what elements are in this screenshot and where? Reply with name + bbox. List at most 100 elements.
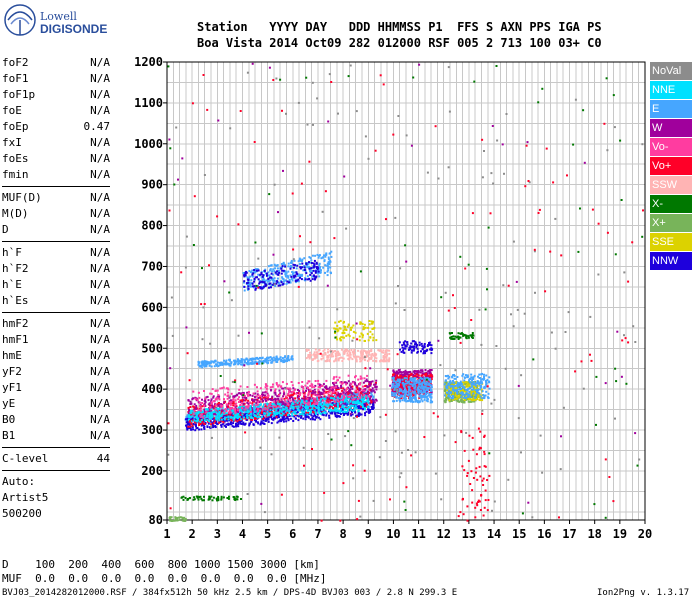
echo-point-w [338,393,341,396]
echo-point-e [271,357,273,360]
separator [2,470,110,471]
echo-point-nnw [302,417,305,420]
echo-point-nne [297,405,300,408]
echo-point-nne [325,404,328,407]
echo-point-w [374,386,377,388]
echo-point-nnw [190,418,193,421]
echo-point-e [205,365,208,368]
echo-point-e [275,355,278,358]
echo-point-nne [353,400,356,403]
echo-point-vo [234,411,237,414]
echo-point-vo [287,398,290,401]
echo-point-nne [223,418,226,421]
echo-point-vo [262,407,265,410]
echo-point-nnw [314,278,317,280]
echo-point-nnw [309,418,312,421]
echo-point-w [309,396,311,399]
echo-point-w [351,392,354,395]
echo-point-vo [264,403,267,406]
echo-point-sse [339,319,342,322]
echo-point-nne [210,415,213,418]
echo-point-nne [358,402,361,404]
echo-point-nnw [336,414,339,417]
echo-point-ssw [337,357,340,360]
echo-point-nnw [289,417,292,420]
autoscaling-info: Auto: Artist5 500200 [2,474,110,522]
echo-point-vo [303,393,306,396]
echo-point-e [344,404,347,407]
echo-point-ssw [320,358,323,361]
echo-point-vo [229,413,232,416]
echo-point-nnw [194,429,197,432]
echo-point-nnw [283,415,285,418]
echo-point-nnw [277,284,280,287]
echo-point-e [266,357,269,359]
echo-point-vo [192,405,195,408]
echo-point-w [239,401,242,403]
echo-point-w [283,391,286,394]
echo-point-nnw [342,414,345,416]
echo-point-nne [362,397,365,400]
echo-point-nnw [185,424,187,427]
echo-point-vo [330,405,333,408]
echo-point-e [276,267,279,270]
echo-point-e [269,356,272,359]
echo-point-nnw [254,288,257,291]
echo-point-vo [209,392,212,395]
echo-point-vo [327,394,330,397]
echo-point-ssw [348,356,351,359]
echo-point-nnw [196,427,199,429]
echo-point-e [319,401,322,404]
echo-point-vo [255,395,258,398]
echo-point-nnw [335,415,338,418]
echo-point-ssw [387,360,390,363]
echo-point-e [274,359,277,362]
echo-point-w [222,409,225,412]
echo-point-e [330,250,333,253]
echo-point-vo [217,394,220,397]
echo-point-nnw [296,411,299,414]
echo-point-vo [253,383,256,386]
echo-point-vo [336,398,339,401]
echo-point-nne [274,413,276,416]
echo-point-nnw [190,428,193,431]
echo-point-vo [214,408,217,411]
echo-point-ssw [359,350,362,353]
echo-point-e [241,358,244,361]
echo-point-w [283,404,286,407]
echo-point-nne [343,407,346,410]
echo-point-nnw [237,423,240,425]
echo-point-e [275,272,278,275]
echo-point-nnw [211,423,214,426]
echo-point-ssw [314,354,317,357]
echo-point-ssw [332,355,334,358]
echo-point-nne [314,411,317,414]
echo-point-nnw [200,428,203,431]
echo-point-w [272,398,275,401]
echo-point-nne [291,414,294,417]
echo-point-nne [302,413,305,416]
echo-point-vo [311,402,314,405]
echo-point-vo [325,379,328,382]
echo-point-w [217,410,220,413]
echo-point-w [314,391,317,394]
echo-point-nnw [240,420,243,423]
echo-point-vo [196,399,199,402]
echo-point-e [249,285,252,288]
echo-point-vo [190,421,193,424]
echo-point-vo [264,405,267,408]
echo-point-vo [353,398,356,400]
echo-point-sse [368,320,371,322]
echo-point-ssw [315,355,318,358]
param-name: MUF(D) [2,191,42,204]
echo-point-vo [303,400,306,403]
echo-point-nnw [310,272,313,275]
echo-point-nnw [244,274,247,277]
echo-point-e [247,283,249,286]
echo-point-nnw [247,287,250,290]
echo-point-e [282,278,285,281]
echo-point-w [203,410,206,413]
echo-point-nnw [300,416,302,419]
echo-point-ssw [367,359,370,362]
echo-point-e [299,275,302,278]
